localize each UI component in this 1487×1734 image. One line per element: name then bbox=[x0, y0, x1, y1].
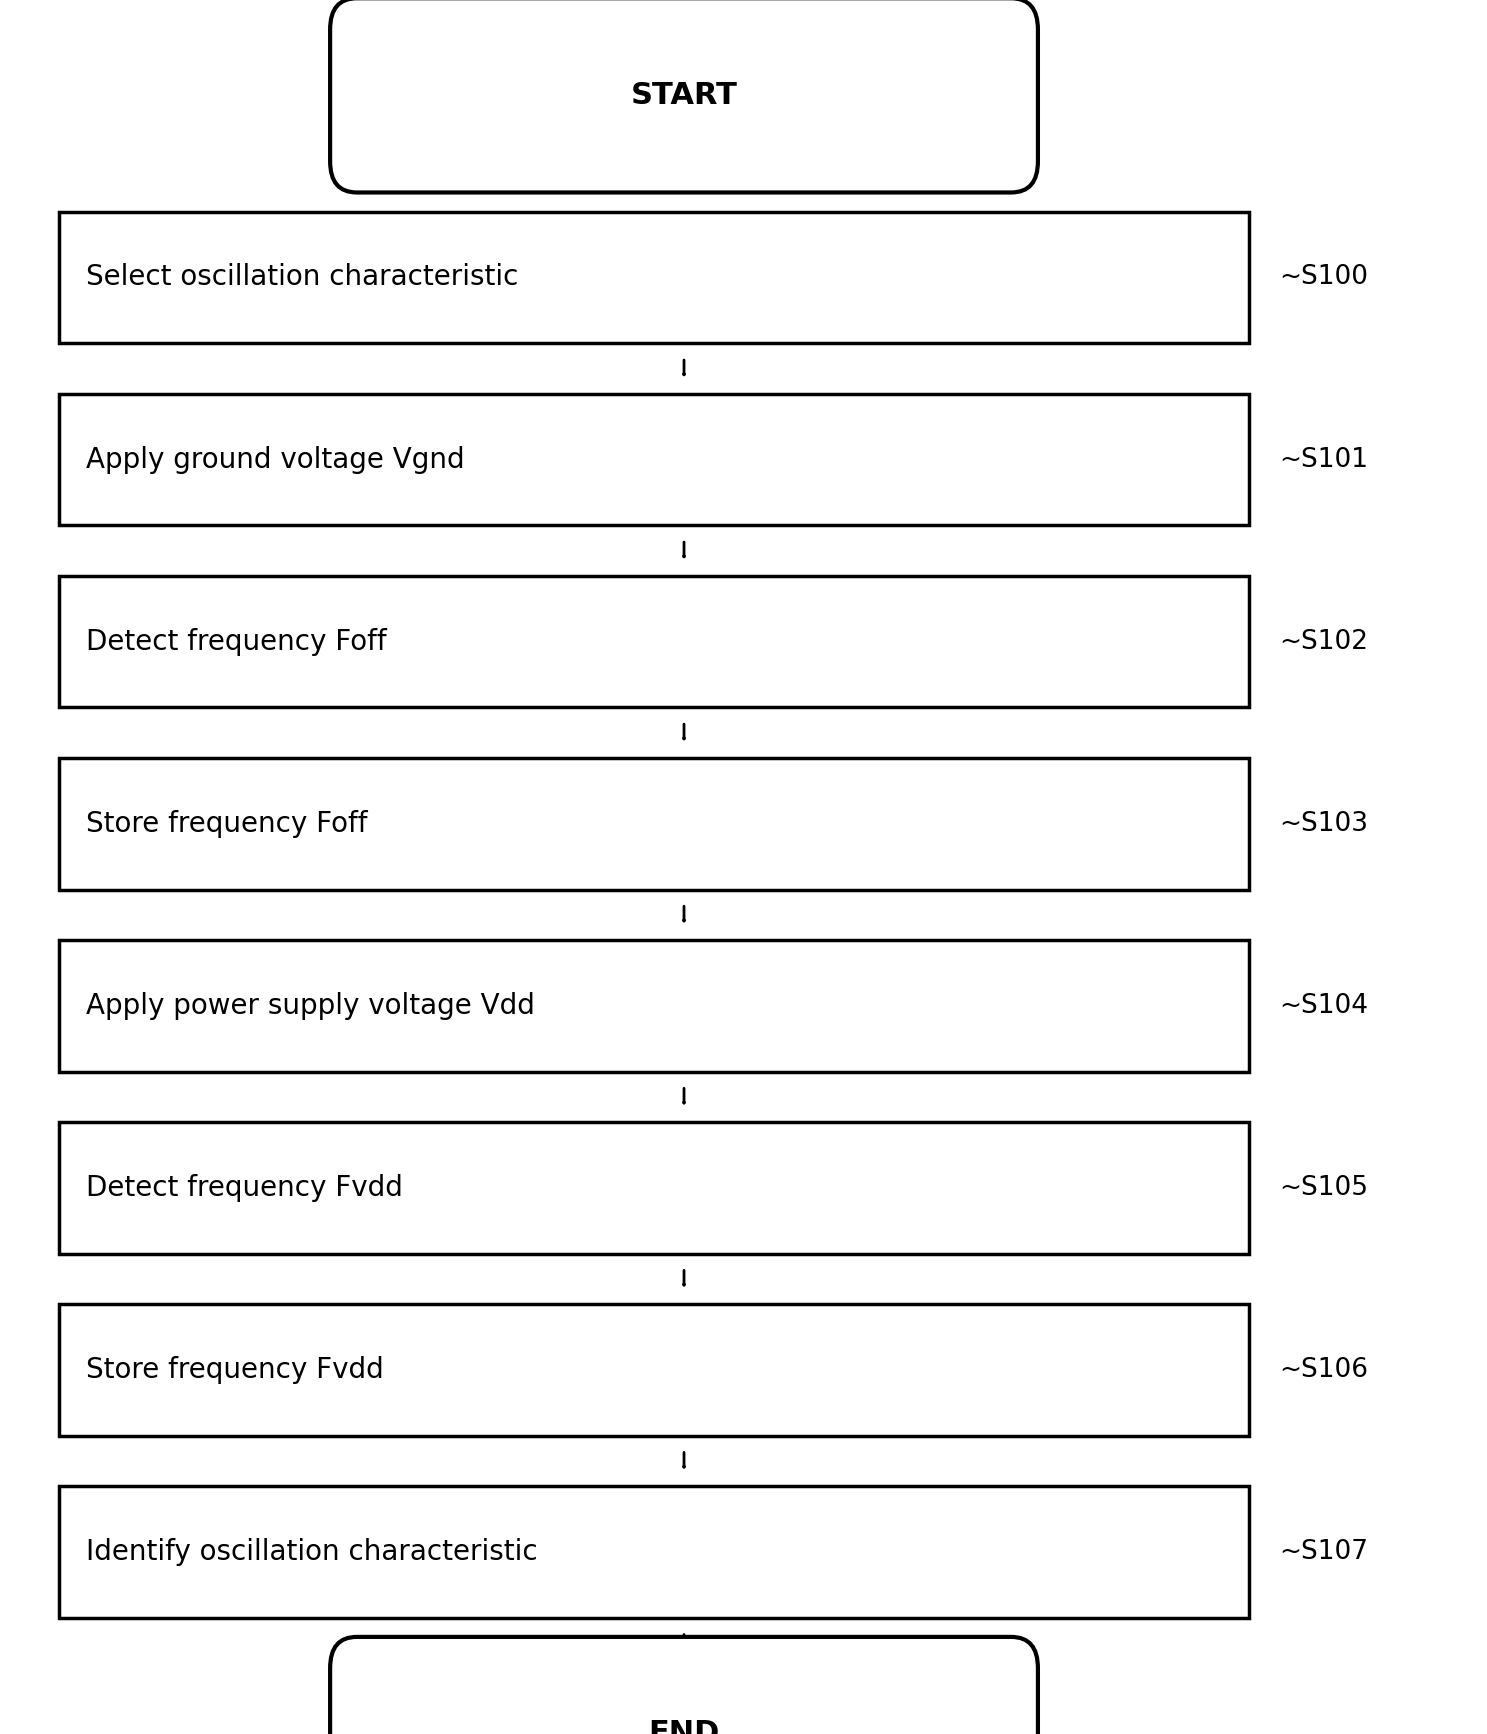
Text: Store frequency Fvdd: Store frequency Fvdd bbox=[86, 1356, 384, 1384]
Text: Apply ground voltage Vgnd: Apply ground voltage Vgnd bbox=[86, 446, 465, 473]
Text: ~S101: ~S101 bbox=[1279, 447, 1368, 472]
Bar bbox=[59, 394, 1249, 525]
Bar bbox=[59, 940, 1249, 1072]
Bar bbox=[59, 212, 1249, 343]
Bar bbox=[59, 576, 1249, 707]
Text: ~S107: ~S107 bbox=[1279, 1540, 1368, 1564]
Text: Store frequency Foff: Store frequency Foff bbox=[86, 810, 367, 838]
Text: START: START bbox=[630, 81, 738, 109]
FancyBboxPatch shape bbox=[330, 1637, 1038, 1734]
Text: ~S103: ~S103 bbox=[1279, 812, 1368, 836]
Bar bbox=[59, 1304, 1249, 1436]
Text: Detect frequency Foff: Detect frequency Foff bbox=[86, 628, 387, 655]
Text: Apply power supply voltage Vdd: Apply power supply voltage Vdd bbox=[86, 992, 535, 1020]
Text: Select oscillation characteristic: Select oscillation characteristic bbox=[86, 264, 519, 291]
Bar bbox=[59, 758, 1249, 890]
Text: Identify oscillation characteristic: Identify oscillation characteristic bbox=[86, 1538, 538, 1566]
FancyBboxPatch shape bbox=[330, 0, 1038, 192]
Text: ~S100: ~S100 bbox=[1279, 265, 1368, 290]
Text: ~S105: ~S105 bbox=[1279, 1176, 1368, 1200]
Text: ~S104: ~S104 bbox=[1279, 994, 1368, 1018]
Text: ~S102: ~S102 bbox=[1279, 629, 1368, 654]
Text: ~S106: ~S106 bbox=[1279, 1358, 1368, 1382]
Text: END: END bbox=[648, 1720, 720, 1734]
Text: Detect frequency Fvdd: Detect frequency Fvdd bbox=[86, 1174, 403, 1202]
Bar bbox=[59, 1486, 1249, 1618]
Bar bbox=[59, 1122, 1249, 1254]
